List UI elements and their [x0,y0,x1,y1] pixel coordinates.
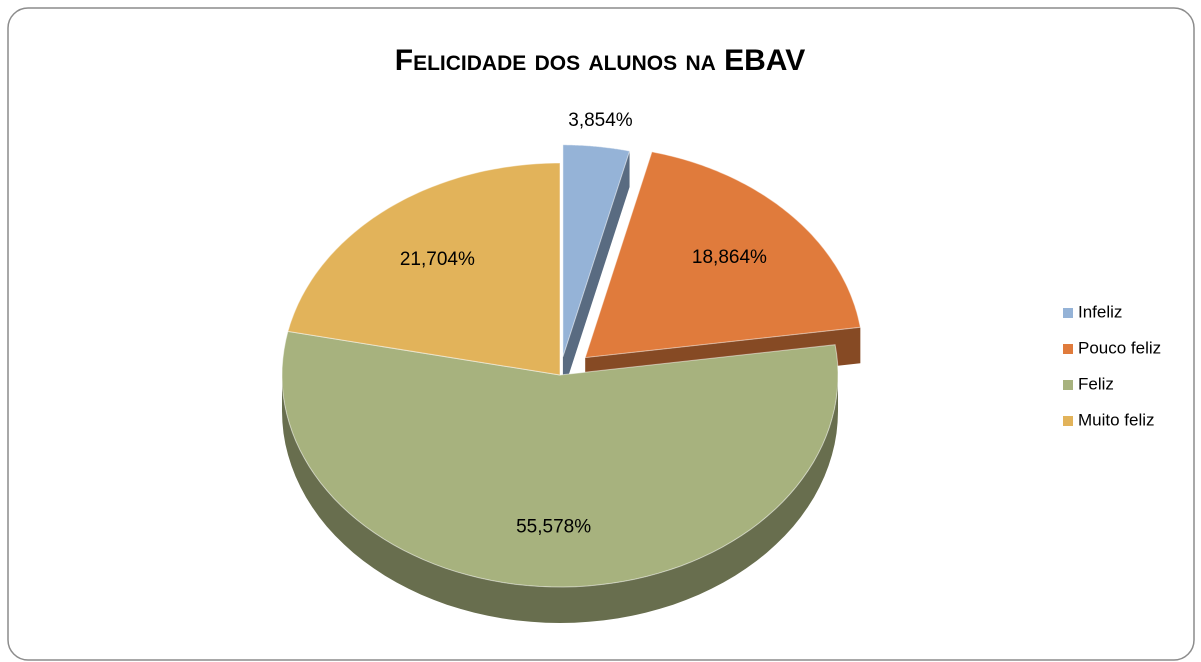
legend-label: Pouco feliz [1078,338,1161,357]
legend-label: Feliz [1078,374,1114,393]
pie: 3,854% 18,864% 55,578% 21,704% [281,110,861,623]
slice-edge [562,151,630,393]
legend-swatch [1063,380,1073,390]
data-label: 18,864% [692,247,767,268]
data-label: 55,578% [516,517,591,538]
legend-label: Muito feliz [1078,410,1155,429]
data-label: 21,704% [400,249,475,270]
slice [287,162,561,376]
slice [562,144,631,357]
slice [281,330,839,588]
legend-swatch [1063,308,1073,318]
legend-label: Infeliz [1078,302,1122,321]
legend-swatch [1063,416,1073,426]
slice [584,151,861,359]
legend: Infeliz Pouco feliz Feliz Muito feliz [1063,302,1161,429]
chart-title: Felicidade dos alunos na EBAV [395,44,805,77]
slice-side [282,375,838,623]
legend-swatch [1063,344,1073,354]
data-label: 3,854% [568,110,633,131]
